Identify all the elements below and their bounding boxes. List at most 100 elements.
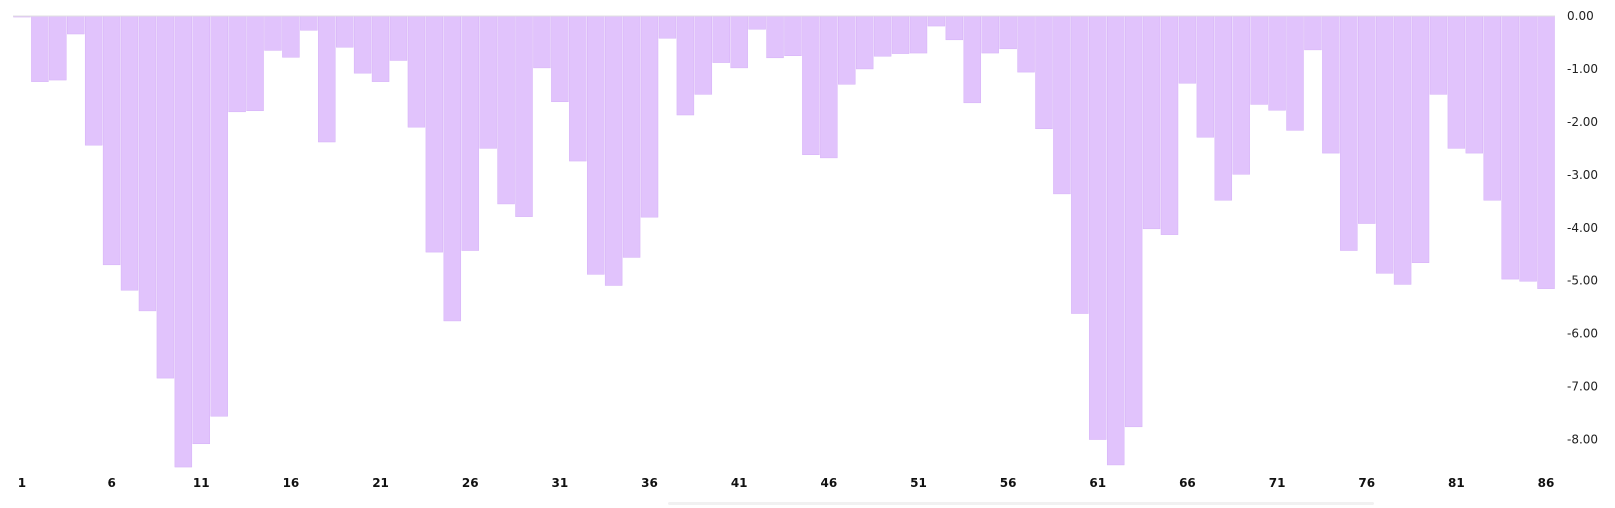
bar-27 [479,15,497,149]
x-tick-label: 11 [193,476,210,490]
bar-35 [622,15,641,258]
bar-65 [1160,15,1179,235]
bar-2 [31,15,49,82]
bar-8 [138,15,157,312]
bar-29 [515,15,533,217]
bar-9 [156,15,175,379]
bar-4 [67,15,85,35]
bar-61 [1089,15,1107,440]
y-tick-label: -2.00 [1567,115,1598,129]
bar-47 [838,15,856,85]
bar-17 [300,15,318,31]
bar-5 [84,15,103,146]
bar-80 [1429,15,1448,95]
bar-55 [981,15,999,54]
bar-67 [1196,15,1215,138]
bar-71 [1268,15,1286,111]
bar-16 [282,15,300,58]
x-tick-label: 31 [552,476,569,490]
bar-22 [389,15,408,61]
y-tick-label: -7.00 [1567,380,1598,394]
bar-48 [855,15,874,70]
y-tick-label: -1.00 [1567,62,1598,76]
bar-36 [640,15,659,218]
bar-75 [1340,15,1358,251]
bar-28 [497,15,515,205]
bar-56 [999,15,1017,50]
bar-20 [353,15,372,74]
bar-78 [1393,15,1412,285]
bar-34 [604,15,623,286]
y-tick-label: -4.00 [1567,221,1598,235]
bar-41 [730,15,748,69]
bar-19 [335,15,354,48]
bar-74 [1322,15,1340,154]
bar-60 [1071,15,1089,314]
x-tick-label: 21 [372,476,389,490]
bar-57 [1017,15,1035,73]
bar-66 [1178,15,1197,84]
bar-58 [1035,15,1053,130]
x-tick-label: 1 [18,476,26,490]
bar-15 [264,15,282,51]
bar-85 [1519,15,1537,282]
bar-18 [318,15,336,143]
bar-37 [658,15,677,39]
y-axis: 0.00 -1.00 -2.00 -3.00 -4.00 -5.00 -6.00 -7.00 -… [1567,9,1598,447]
bar-45 [802,15,820,155]
x-tick-label: 61 [1089,476,1106,490]
bar-44 [784,15,802,56]
x-tick-label: 86 [1538,476,1555,490]
bar-62 [1106,15,1125,466]
bar-40 [712,15,730,63]
bar-30 [533,15,551,69]
y-tick-label: -3.00 [1567,168,1598,182]
x-tick-label: 41 [731,476,748,490]
x-tick-label: 76 [1358,476,1375,490]
bar-69 [1232,15,1250,175]
bar-50 [891,15,910,54]
bar-84 [1501,15,1519,280]
bar-13 [228,15,246,113]
bar-72 [1286,15,1304,131]
x-tick-label: 51 [910,476,927,490]
x-tick-label: 46 [820,476,837,490]
bar-11 [192,15,210,445]
x-tick-label: 16 [283,476,300,490]
bar-23 [407,15,426,128]
bar-38 [676,15,695,116]
bar-10 [174,15,193,468]
bar-46 [820,15,838,159]
bar-76 [1358,15,1376,224]
horizontal-scrollbar[interactable] [668,502,1374,505]
bar-6 [102,15,121,266]
bar-82 [1465,15,1484,154]
x-axis: 1 6 11 16 21 26 31 36 41 46 51 56 61 66 71 76 81 86 [18,476,1555,490]
x-tick-label: 56 [1000,476,1017,490]
bar-21 [371,15,390,82]
bar-73 [1304,15,1322,51]
bar-26 [461,15,479,251]
bar-77 [1375,15,1394,274]
bar-43 [766,15,784,59]
bar-32 [569,15,587,162]
x-tick-label: 66 [1179,476,1196,490]
bar-52 [927,15,946,27]
bar-33 [587,15,605,275]
bar-3 [49,15,67,81]
x-tick-label: 71 [1269,476,1286,490]
bar-51 [909,15,928,54]
bar-12 [210,15,228,417]
bar-25 [443,15,462,322]
y-tick-label: -8.00 [1567,433,1598,447]
bar-79 [1411,15,1430,263]
bar-14 [246,15,264,112]
bar-42 [748,15,766,30]
y-tick-label: -6.00 [1567,327,1598,341]
y-tick-label: 0.00 [1567,9,1594,23]
bar-54 [963,15,981,104]
bar-63 [1124,15,1143,428]
bar-59 [1053,15,1071,195]
bar-70 [1250,15,1268,105]
